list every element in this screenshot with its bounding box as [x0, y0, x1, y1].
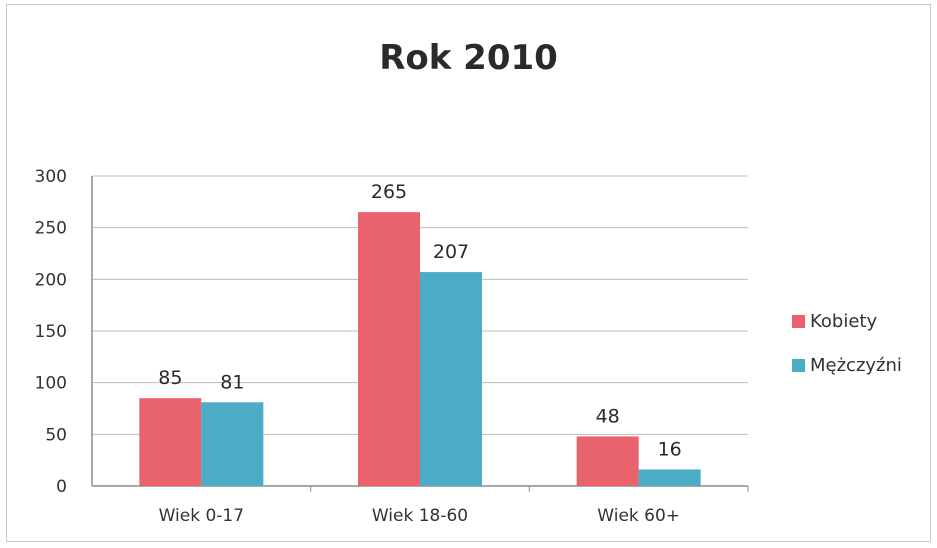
- category-label: Wiek 0-17: [159, 506, 244, 526]
- data-label: 85: [158, 367, 182, 389]
- y-tick-label: 250: [35, 219, 67, 239]
- y-tick-label: 150: [35, 322, 67, 342]
- y-tick-label: 0: [56, 477, 67, 497]
- legend-swatch: [792, 359, 805, 372]
- bar-mezczyzni: [420, 272, 482, 486]
- chart-title: Rok 2010: [379, 38, 558, 78]
- category-label: Wiek 60+: [597, 506, 680, 526]
- bar-kobiety: [358, 212, 420, 486]
- data-label: 265: [371, 181, 407, 203]
- legend-label: Kobiety: [810, 311, 877, 332]
- data-label: 207: [433, 241, 469, 263]
- legend-swatch: [792, 315, 805, 328]
- bar-mezczyzni: [201, 402, 264, 486]
- y-tick-label: 200: [35, 270, 67, 290]
- bar-mezczyzni: [638, 469, 701, 486]
- y-tick-label: 300: [35, 167, 67, 187]
- bar-kobiety: [576, 436, 639, 486]
- legend-label: Mężczyźni: [810, 355, 902, 376]
- data-label: 16: [658, 438, 682, 460]
- data-label: 48: [596, 405, 620, 427]
- y-tick-label: 100: [35, 374, 67, 394]
- bar-kobiety: [139, 398, 202, 486]
- category-label: Wiek 18-60: [372, 506, 468, 526]
- data-label: 81: [220, 371, 244, 393]
- y-tick-label: 50: [45, 425, 67, 445]
